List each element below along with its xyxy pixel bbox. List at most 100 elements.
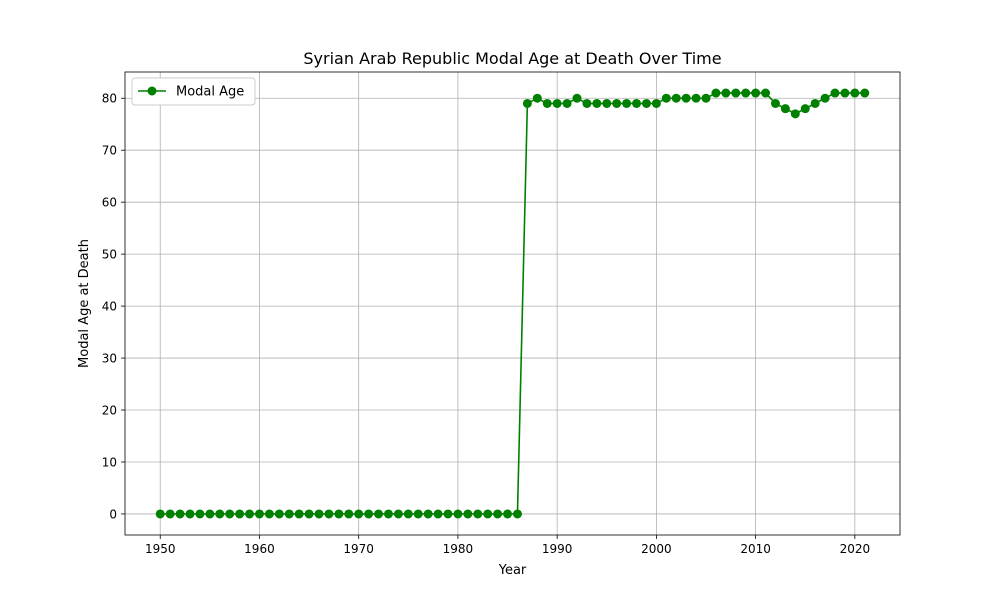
data-point xyxy=(324,509,334,519)
data-point xyxy=(215,509,225,519)
x-tick-label: 1950 xyxy=(145,542,176,556)
x-tick-label: 1990 xyxy=(542,542,573,556)
data-point xyxy=(512,509,522,519)
data-point xyxy=(334,509,344,519)
data-point xyxy=(790,109,800,119)
data-point xyxy=(175,509,185,519)
y-axis-ticks: 0 10 20 30 40 50 60 70 80 xyxy=(102,92,125,521)
data-point xyxy=(453,509,463,519)
data-point xyxy=(254,509,264,519)
data-point xyxy=(433,509,443,519)
x-axis-ticks: 1950 1960 1970 1980 1990 2000 2010 2020 xyxy=(145,535,870,556)
x-tick-label: 2020 xyxy=(840,542,871,556)
data-point xyxy=(701,93,711,103)
data-point xyxy=(641,98,651,108)
data-point xyxy=(284,509,294,519)
data-point xyxy=(403,509,413,519)
x-tick-label: 1960 xyxy=(244,542,275,556)
data-point xyxy=(205,509,215,519)
grid-layer xyxy=(125,72,900,535)
data-point xyxy=(245,509,255,519)
x-tick-label: 2000 xyxy=(641,542,672,556)
data-point xyxy=(562,98,572,108)
y-tick-label: 20 xyxy=(102,404,117,418)
y-tick-label: 50 xyxy=(102,248,117,262)
data-point xyxy=(532,93,542,103)
data-point xyxy=(354,509,364,519)
data-point xyxy=(274,509,284,519)
series-layer xyxy=(155,88,870,519)
legend-box xyxy=(131,77,256,106)
data-point xyxy=(225,509,235,519)
data-point xyxy=(493,509,503,519)
data-point xyxy=(542,98,552,108)
data-point xyxy=(552,98,562,108)
y-axis-label: Modal Age at Death xyxy=(77,239,92,368)
data-point xyxy=(235,509,245,519)
data-point xyxy=(681,93,691,103)
data-point xyxy=(651,98,661,108)
data-point xyxy=(711,88,721,98)
data-point xyxy=(830,88,840,98)
data-point xyxy=(592,98,602,108)
x-tick-label: 1980 xyxy=(443,542,474,556)
y-tick-label: 30 xyxy=(102,352,117,366)
x-tick-label: 1970 xyxy=(343,542,374,556)
data-point xyxy=(582,98,592,108)
data-point xyxy=(850,88,860,98)
plot-frame xyxy=(124,71,901,536)
data-point xyxy=(632,98,642,108)
data-point xyxy=(155,509,165,519)
y-tick-label: 80 xyxy=(102,92,117,106)
data-point xyxy=(761,88,771,98)
data-point xyxy=(264,509,274,519)
data-point xyxy=(860,88,870,98)
data-point xyxy=(503,509,513,519)
data-point xyxy=(572,93,582,103)
data-point xyxy=(393,509,403,519)
data-point xyxy=(473,509,483,519)
data-point xyxy=(691,93,701,103)
data-point xyxy=(780,104,790,114)
legend-label: Modal Age xyxy=(176,85,244,100)
series-line xyxy=(160,92,865,515)
legend-marker xyxy=(147,86,157,96)
data-point xyxy=(770,98,780,108)
y-tick-label: 60 xyxy=(102,196,117,210)
y-tick-label: 40 xyxy=(102,300,117,314)
data-point xyxy=(741,88,751,98)
data-point xyxy=(364,509,374,519)
chart-title: Syrian Arab Republic Modal Age at Death … xyxy=(303,49,721,68)
data-point xyxy=(374,509,384,519)
data-point xyxy=(731,88,741,98)
data-point xyxy=(810,98,820,108)
data-point xyxy=(671,93,681,103)
data-point xyxy=(612,98,622,108)
data-point xyxy=(443,509,453,519)
data-point xyxy=(820,93,830,103)
data-point xyxy=(483,509,493,519)
data-point xyxy=(602,98,612,108)
data-point xyxy=(185,509,195,519)
y-tick-label: 70 xyxy=(102,144,117,158)
data-point xyxy=(165,509,175,519)
legend: Modal Age xyxy=(131,77,256,106)
data-point xyxy=(751,88,761,98)
y-tick-label: 10 xyxy=(102,455,117,469)
data-point xyxy=(800,104,810,114)
x-tick-label: 2010 xyxy=(740,542,771,556)
data-point xyxy=(195,509,205,519)
data-point xyxy=(314,509,324,519)
data-point xyxy=(423,509,433,519)
data-point xyxy=(463,509,473,519)
data-point xyxy=(344,509,354,519)
data-point xyxy=(661,93,671,103)
x-axis-label: Year xyxy=(498,563,527,578)
data-point xyxy=(304,509,314,519)
data-point xyxy=(840,88,850,98)
data-point xyxy=(522,98,532,108)
data-point xyxy=(622,98,632,108)
y-tick-label: 0 xyxy=(109,507,117,521)
data-point xyxy=(721,88,731,98)
